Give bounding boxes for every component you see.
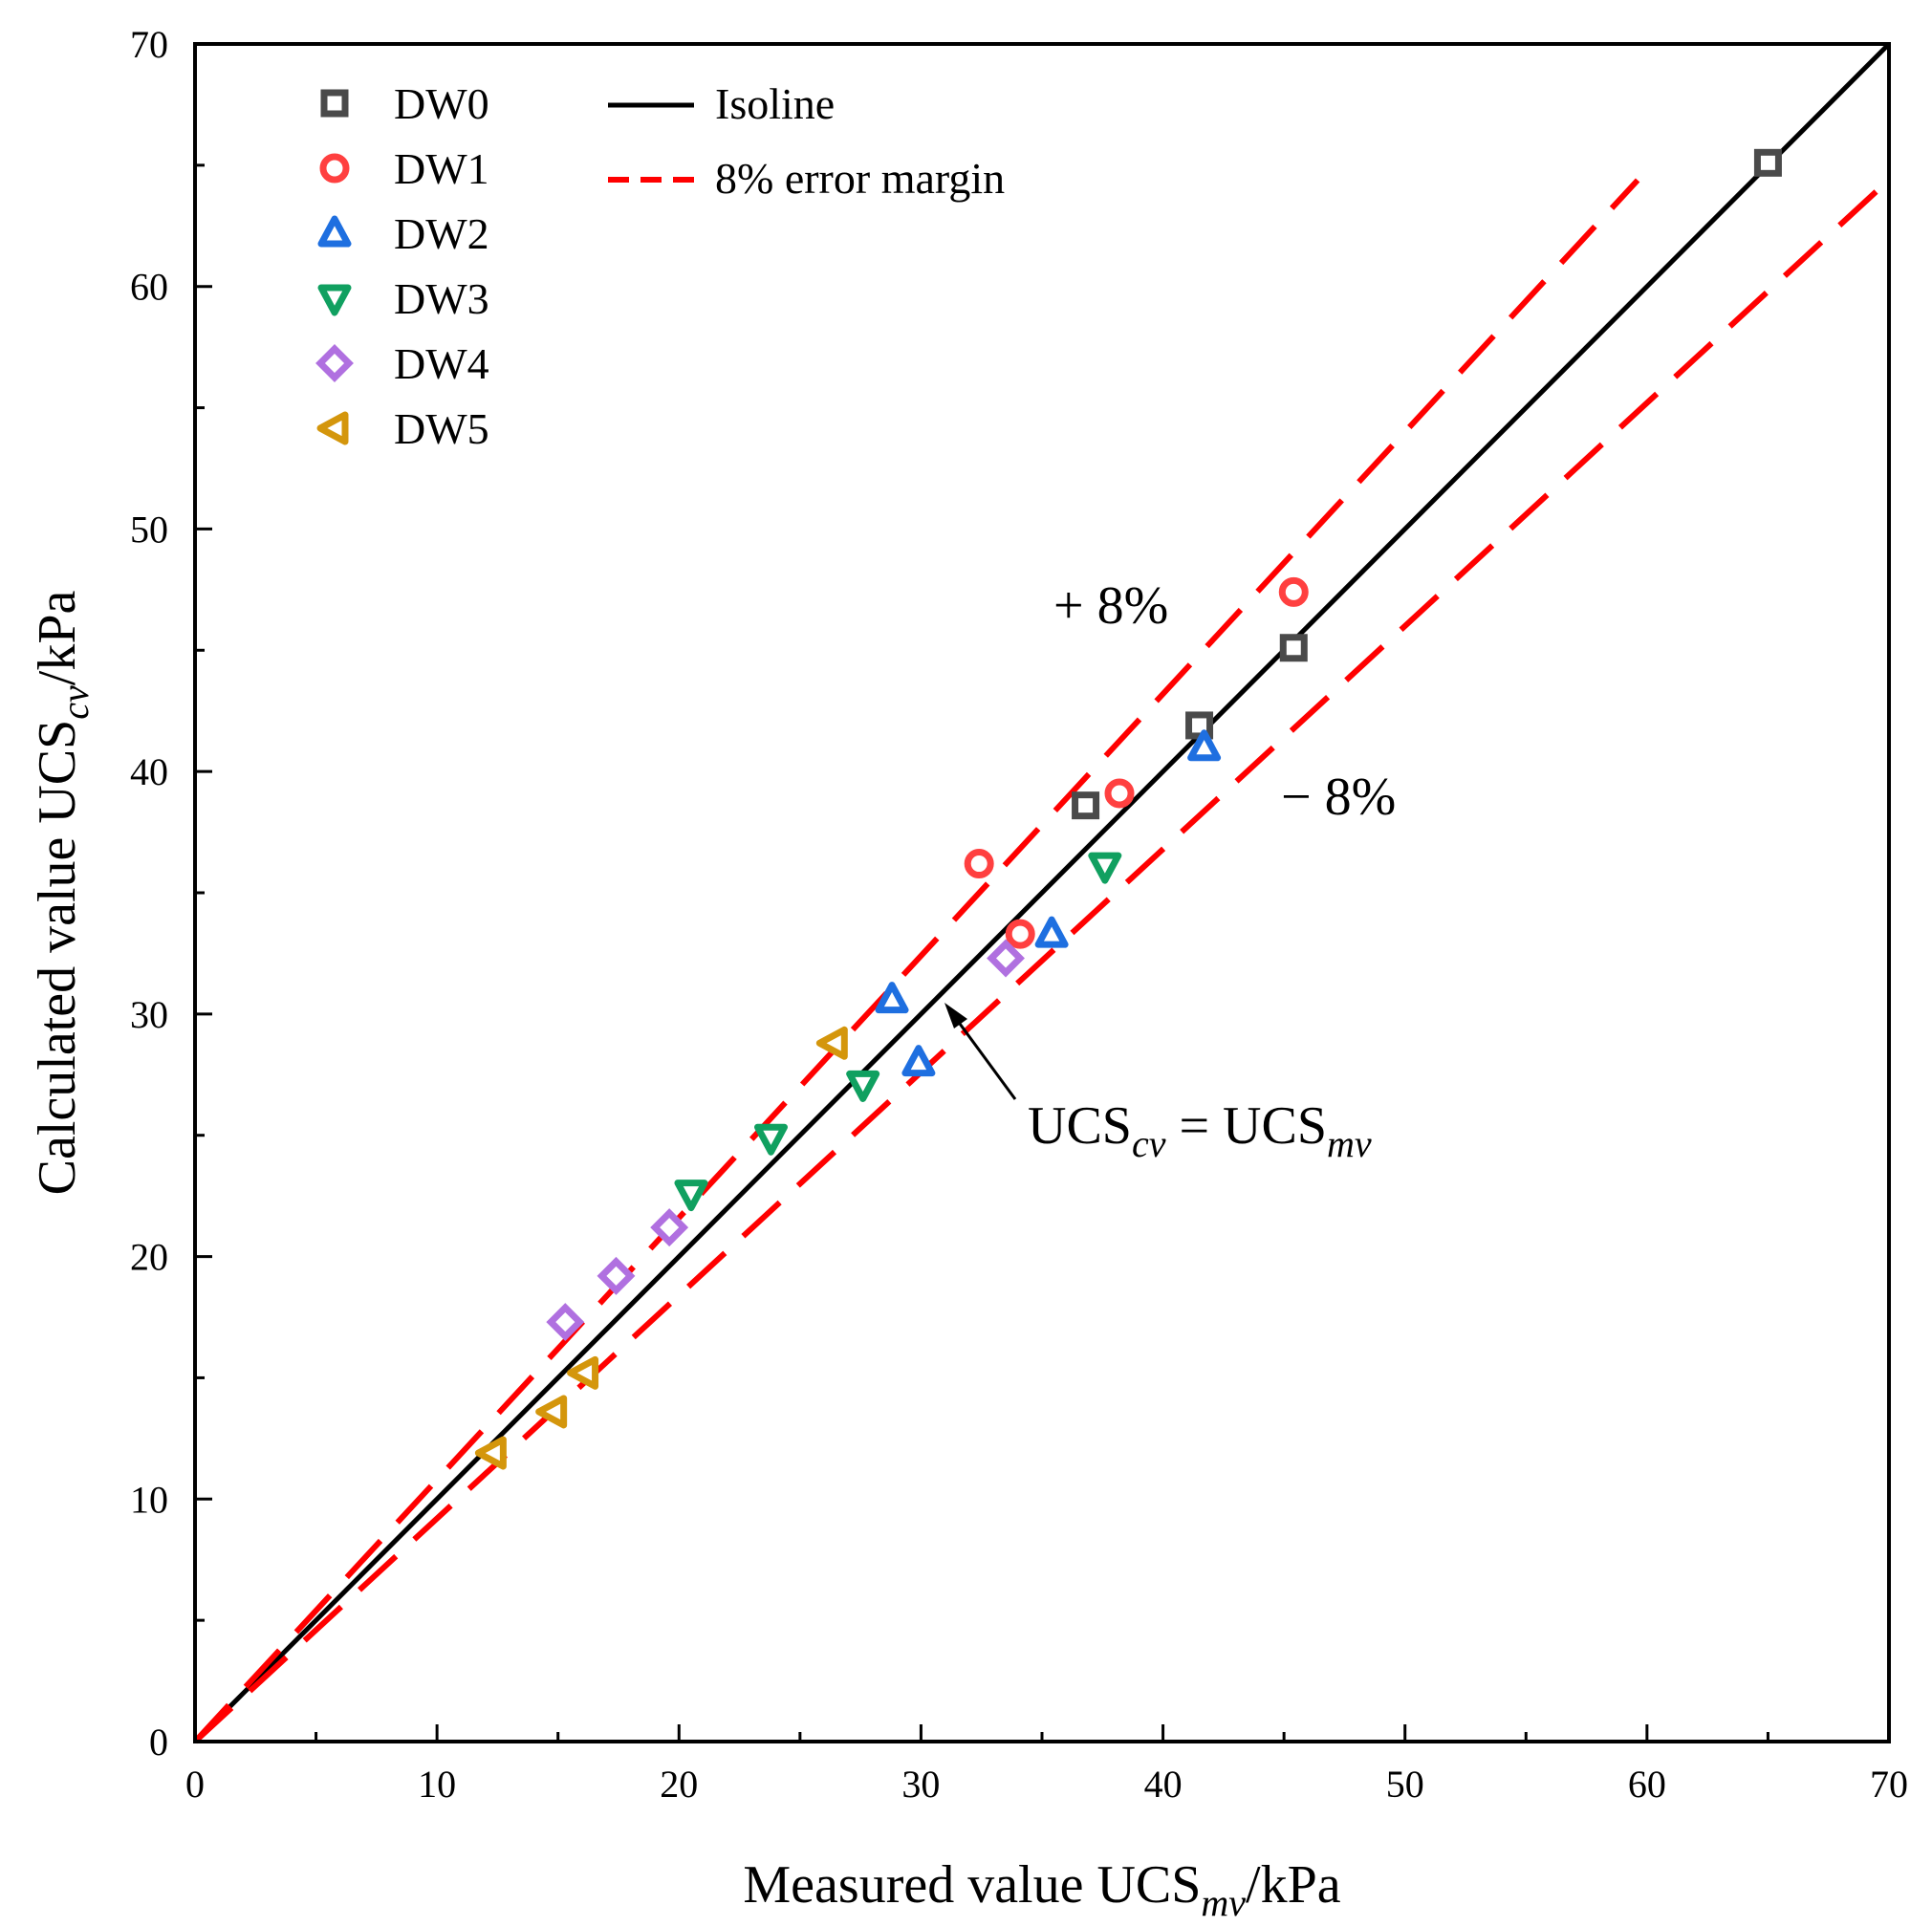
x-axis-title-sub: mv <box>1201 1881 1246 1924</box>
point-dw4 <box>546 1303 585 1342</box>
annotation-equation: UCScv = UCSmv <box>1028 1096 1372 1165</box>
point-dw0 <box>1279 634 1308 662</box>
isoline <box>193 42 1891 1743</box>
point-dw2 <box>875 982 909 1014</box>
point-dw3 <box>753 1123 788 1156</box>
legend-label-dw5: DW5 <box>394 404 489 453</box>
point-dw1 <box>964 849 994 879</box>
y-tick-label: 40 <box>130 750 168 793</box>
point-dw0 <box>1072 791 1100 820</box>
y-tick-label: 70 <box>130 23 168 66</box>
x-tick-label: 20 <box>660 1763 698 1806</box>
point-dw3 <box>1088 852 1122 884</box>
point-dw1 <box>1005 919 1035 949</box>
legend-label-error-margin: 8% error margin <box>715 154 1005 203</box>
x-tick-label: 50 <box>1386 1763 1424 1806</box>
legend: DW0 DW1 DW2 DW3 DW4 DW5 Isoline 8% error margin <box>315 79 1005 453</box>
annotation-equation-s2: mv <box>1327 1122 1372 1165</box>
point-dw5 <box>535 1395 568 1429</box>
legend-marker-dw4 <box>315 344 354 382</box>
legend-marker-dw3 <box>317 284 352 316</box>
annotation-arrow-head <box>944 1003 967 1028</box>
x-axis-title-tail: /kPa <box>1246 1855 1341 1915</box>
annotation-equation-s1: cv <box>1132 1122 1166 1165</box>
x-axis-title: Measured value UCSmv/kPa <box>743 1855 1340 1924</box>
legend-label-dw4: DW4 <box>394 339 489 388</box>
point-dw4 <box>650 1208 689 1247</box>
x-tick-label: 60 <box>1628 1763 1666 1806</box>
annotation-equation-mid: = UCS <box>1165 1096 1327 1156</box>
legend-label-dw2: DW2 <box>394 209 489 258</box>
point-dw2 <box>901 1045 936 1077</box>
data-markers <box>474 148 1782 1470</box>
y-tick-label: 20 <box>130 1236 168 1279</box>
legend-label-dw1: DW1 <box>394 144 489 193</box>
legend-label-dw3: DW3 <box>394 274 489 323</box>
lower-error-line <box>192 177 1892 1744</box>
x-axis-title-main: Measured value UCS <box>743 1855 1201 1915</box>
y-axis-title-main: Calculated value UCS <box>28 720 87 1196</box>
y-axis-title-sub: cv <box>54 685 97 720</box>
upper-error-line <box>192 178 1640 1744</box>
point-dw4 <box>597 1256 636 1295</box>
annotation-plus-8: + 8% <box>1053 576 1168 636</box>
point-dw2 <box>1034 916 1069 948</box>
annotation-minus-8: − 8% <box>1281 768 1396 827</box>
x-tick-label: 10 <box>418 1763 456 1806</box>
y-tick-label: 30 <box>130 993 168 1036</box>
annotation-arrow-line <box>947 1008 1017 1100</box>
y-axis-title-tail: /kPa <box>28 590 87 685</box>
y-tick-label: 50 <box>130 508 168 551</box>
point-dw3 <box>674 1180 708 1212</box>
point-dw0 <box>1753 148 1782 177</box>
axis-ticks: 0 10 20 30 40 50 60 70 0 10 20 30 40 50 60 70 <box>130 23 1908 1806</box>
legend-label-isoline: Isoline <box>715 79 835 128</box>
legend-label-dw0: DW0 <box>394 79 489 128</box>
point-dw5 <box>567 1355 599 1390</box>
point-dw5 <box>474 1436 507 1470</box>
legend-marker-dw0 <box>320 89 349 118</box>
point-dw4 <box>987 939 1025 978</box>
x-tick-label: 70 <box>1870 1763 1908 1806</box>
y-tick-label: 0 <box>149 1721 168 1764</box>
point-dw1 <box>1104 778 1135 809</box>
y-tick-label: 60 <box>130 266 168 309</box>
reference-lines <box>192 42 1892 1744</box>
point-dw5 <box>815 1026 848 1060</box>
x-tick-label: 0 <box>185 1763 205 1806</box>
legend-marker-dw1 <box>319 153 350 184</box>
annotation-equation-p1: UCS <box>1028 1096 1132 1156</box>
point-dw3 <box>846 1070 880 1102</box>
point-dw2 <box>1187 729 1222 762</box>
legend-marker-dw5 <box>316 411 349 445</box>
x-tick-label: 30 <box>901 1763 940 1806</box>
legend-marker-dw2 <box>317 215 352 248</box>
y-axis-title: Calculated value UCScv/kPa <box>28 590 97 1195</box>
x-tick-label: 40 <box>1144 1763 1183 1806</box>
point-dw1 <box>1278 576 1309 607</box>
y-tick-label: 10 <box>130 1478 168 1521</box>
